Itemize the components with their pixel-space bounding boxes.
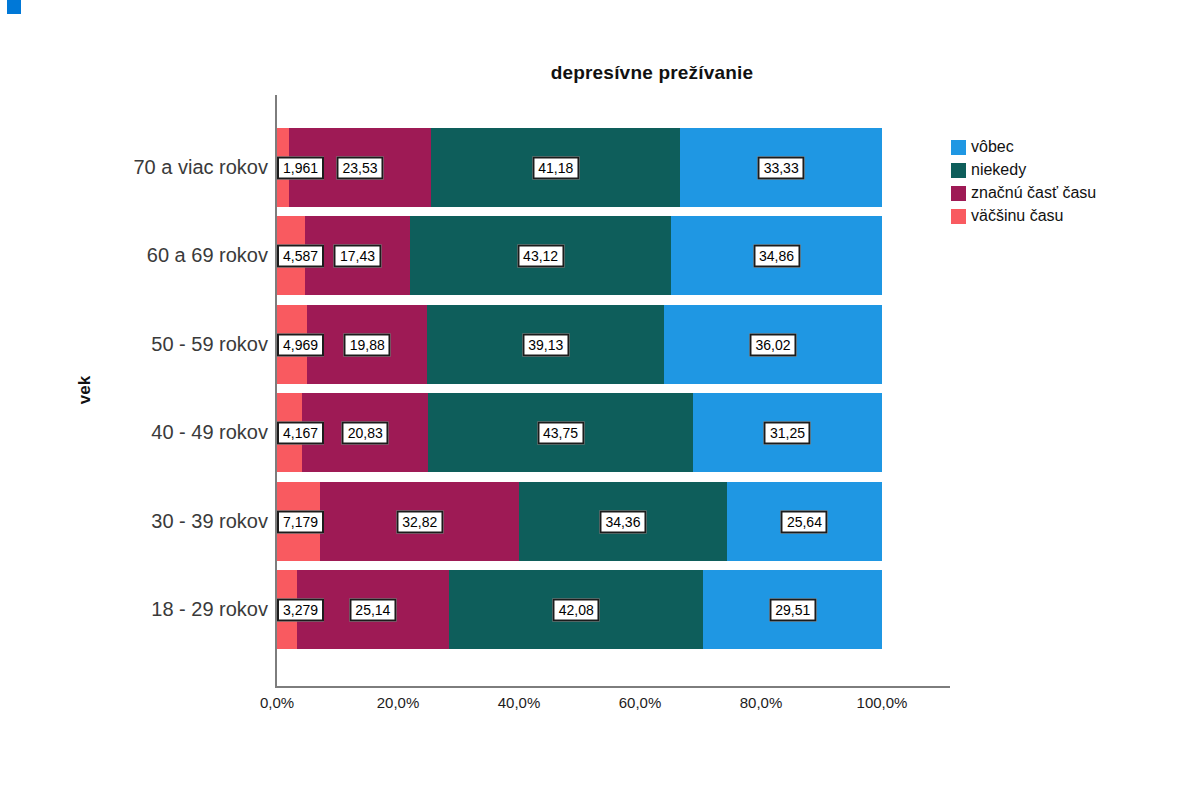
x-tick-label: 100,0% (857, 694, 908, 711)
x-tick-label: 80,0% (740, 694, 783, 711)
legend-label: väčšinu času (971, 208, 1064, 224)
legend-swatch (951, 140, 966, 155)
value-label: 41,18 (532, 156, 579, 179)
value-label: 25,14 (349, 598, 396, 621)
x-tick-label: 0,0% (260, 694, 294, 711)
category-label: 18 - 29 rokov (0, 570, 268, 649)
legend: vôbec niekedy značnú časť času väčšinu času (951, 139, 1096, 231)
value-label: 31,25 (764, 421, 811, 444)
value-label: 29,51 (769, 598, 816, 621)
value-label: 32,82 (396, 510, 443, 533)
value-label: 7,179 (277, 510, 324, 533)
legend-item: značnú časť času (951, 185, 1096, 201)
x-tick-label: 60,0% (619, 694, 662, 711)
bar-row: 4,167 20,83 43,75 31,25 (277, 393, 882, 472)
bar-row: 1,961 23,53 41,18 33,33 (277, 128, 882, 207)
window-corner-accent (7, 0, 21, 14)
category-label: 50 - 59 rokov (0, 305, 268, 384)
value-label: 4,167 (277, 421, 324, 444)
value-label: 25,64 (781, 510, 828, 533)
legend-item: väčšinu času (951, 208, 1096, 224)
legend-swatch (951, 186, 966, 201)
value-label: 39,13 (522, 333, 569, 356)
value-label: 23,53 (337, 156, 384, 179)
value-label: 43,75 (537, 421, 584, 444)
category-label: 60 a 69 rokov (0, 216, 268, 295)
x-axis-line (275, 686, 950, 688)
value-label: 4,587 (277, 244, 324, 267)
category-label: 40 - 49 rokov (0, 393, 268, 472)
value-label: 20,83 (342, 421, 389, 444)
x-tick-label: 20,0% (377, 694, 420, 711)
bar-row: 7,179 32,82 34,36 25,64 (277, 482, 882, 561)
category-label: 30 - 39 rokov (0, 482, 268, 561)
value-label: 42,08 (553, 598, 600, 621)
value-label: 34,86 (753, 244, 800, 267)
value-label: 33,33 (758, 156, 805, 179)
value-label: 4,969 (277, 333, 324, 356)
value-label: 34,36 (599, 510, 646, 533)
chart-title: depresívne prežívanie (277, 62, 1027, 84)
value-label: 19,88 (344, 333, 391, 356)
legend-swatch (951, 163, 966, 178)
value-label: 43,12 (517, 244, 564, 267)
value-label: 17,43 (334, 244, 381, 267)
legend-item: vôbec (951, 139, 1096, 155)
bar-row: 3,279 25,14 42,08 29,51 (277, 570, 882, 649)
legend-label: vôbec (971, 139, 1014, 155)
chart-canvas: depresívne prežívanie vek 70 a viac roko… (0, 0, 1200, 800)
legend-item: niekedy (951, 162, 1096, 178)
bar-row: 4,587 17,43 43,12 34,86 (277, 216, 882, 295)
value-label: 3,279 (277, 598, 324, 621)
bar-row: 4,969 19,88 39,13 36,02 (277, 305, 882, 384)
x-tick-label: 40,0% (498, 694, 541, 711)
legend-swatch (951, 209, 966, 224)
legend-label: značnú časť času (971, 185, 1096, 201)
value-label: 1,961 (277, 156, 324, 179)
category-label: 70 a viac rokov (0, 128, 268, 207)
legend-label: niekedy (971, 162, 1026, 178)
value-label: 36,02 (750, 333, 797, 356)
